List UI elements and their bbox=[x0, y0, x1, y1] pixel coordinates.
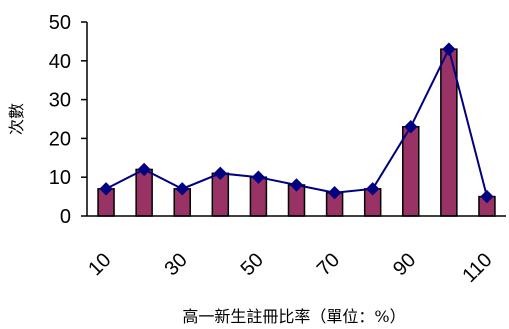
x-tick-label: 50 bbox=[237, 249, 268, 280]
x-tick-label: 10 bbox=[84, 249, 115, 280]
markers-group bbox=[99, 42, 494, 204]
marker-35 bbox=[213, 166, 228, 181]
x-tick-label: 110 bbox=[458, 249, 496, 287]
y-tick-labels: 0 10 20 30 40 50 bbox=[49, 12, 71, 228]
marker-5 bbox=[99, 182, 113, 196]
y-tick-label: 30 bbox=[49, 90, 71, 112]
polygon-line-group bbox=[105, 46, 488, 197]
bar-15 bbox=[135, 168, 153, 217]
marker-75 bbox=[365, 182, 380, 196]
x-tick-label: 70 bbox=[313, 249, 344, 280]
bar-85 bbox=[402, 126, 420, 217]
axes-group bbox=[81, 21, 506, 217]
y-tick-label: 0 bbox=[60, 206, 71, 228]
marker-105 bbox=[480, 189, 494, 204]
y-tick-label: 50 bbox=[49, 12, 71, 34]
marker-25 bbox=[175, 182, 189, 196]
y-axis-title: 次數 bbox=[7, 103, 26, 135]
y-tick-label: 10 bbox=[49, 167, 71, 189]
x-axis-title: 高一新生註冊比率（單位：%） bbox=[182, 307, 405, 326]
marker-45 bbox=[251, 170, 266, 184]
marker-95 bbox=[442, 42, 456, 56]
frequency-polygon-line bbox=[105, 46, 488, 197]
bars-group bbox=[97, 48, 496, 217]
marker-85 bbox=[404, 120, 418, 134]
marker-55 bbox=[289, 178, 304, 192]
marker-15 bbox=[137, 162, 151, 177]
x-tick-labels: 10 30 50 70 90 110 bbox=[84, 249, 496, 287]
y-tick-label: 40 bbox=[49, 51, 71, 73]
x-tick-label: 30 bbox=[160, 249, 191, 280]
y-tick-label: 20 bbox=[49, 128, 71, 150]
marker-65 bbox=[327, 186, 342, 200]
x-tick-label: 90 bbox=[389, 249, 420, 280]
